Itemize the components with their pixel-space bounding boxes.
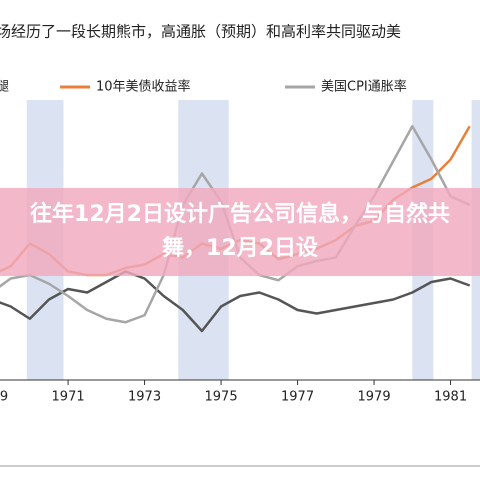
legend-label: 腿: [0, 80, 9, 95]
x-tick-label: 1979: [358, 390, 391, 405]
banner-text: 往年12月2日设计广告公司信息，与自然共舞，12月2日设: [30, 202, 450, 261]
x-tick-label: 1981: [434, 390, 467, 405]
x-tick-label: 1973: [128, 390, 161, 405]
series-line: [0, 270, 471, 333]
x-tick-label: 1969: [0, 390, 8, 405]
x-tick-label: 1971: [52, 390, 85, 405]
banner: 往年12月2日设计广告公司信息，与自然共舞，12月2日设: [0, 188, 480, 276]
chart-title: 场经历了一段长期熊市，高通胀（预期）和高利率共同驱动美: [0, 23, 401, 41]
legend-label: 10年美债收益率: [96, 79, 191, 95]
x-tick-label: 1977: [281, 390, 314, 405]
x-tick-label: 1975: [205, 390, 238, 405]
legend-label: 美国CPI通胀率: [321, 79, 407, 95]
